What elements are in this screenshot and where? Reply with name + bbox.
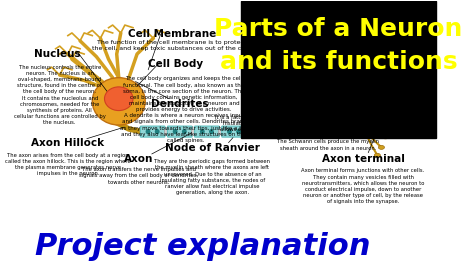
Ellipse shape xyxy=(281,129,286,134)
Text: The nucleus controls the entire
neuron. The nucleus is an
oval-shaped, membrane-: The nucleus controls the entire neuron. … xyxy=(14,65,106,125)
FancyBboxPatch shape xyxy=(273,129,277,134)
Ellipse shape xyxy=(209,129,214,134)
FancyBboxPatch shape xyxy=(330,126,355,137)
Text: A dendrite is where a neuron receives inputs
and signals from other cells. Dendr: A dendrite is where a neuron receives in… xyxy=(120,113,252,143)
Text: They are the periodic gaps formed between
the myelin sheath where the axons are : They are the periodic gaps formed betwee… xyxy=(155,159,270,195)
FancyBboxPatch shape xyxy=(219,129,223,134)
FancyBboxPatch shape xyxy=(222,126,246,137)
Text: The axon arises from the cell body at a region
called the axon hillock. This is : The axon arises from the cell body at a … xyxy=(5,153,131,176)
Ellipse shape xyxy=(383,124,389,128)
FancyBboxPatch shape xyxy=(276,126,301,137)
Text: Node of Ranvier: Node of Ranvier xyxy=(165,143,260,153)
Ellipse shape xyxy=(200,129,205,134)
Text: Cell Membrane: Cell Membrane xyxy=(128,29,216,39)
FancyBboxPatch shape xyxy=(191,129,195,134)
Ellipse shape xyxy=(263,129,268,134)
Ellipse shape xyxy=(374,106,381,110)
FancyBboxPatch shape xyxy=(164,129,168,134)
FancyBboxPatch shape xyxy=(195,126,219,137)
Ellipse shape xyxy=(345,129,349,134)
Ellipse shape xyxy=(146,129,150,134)
Text: Nucleus: Nucleus xyxy=(34,49,81,59)
FancyBboxPatch shape xyxy=(140,126,165,137)
Ellipse shape xyxy=(173,129,178,134)
Ellipse shape xyxy=(318,129,322,134)
Ellipse shape xyxy=(182,129,187,134)
Text: The function of the cell membrane is to protect
the cell, and keep toxic substan: The function of the cell membrane is to … xyxy=(92,40,251,51)
Ellipse shape xyxy=(309,129,313,134)
Text: The Schwann cells produce the myelin
sheath around the axon in a neuron.: The Schwann cells produce the myelin she… xyxy=(277,139,380,151)
Ellipse shape xyxy=(104,87,133,111)
Ellipse shape xyxy=(291,129,295,134)
Ellipse shape xyxy=(236,129,241,134)
Text: Axon Hillock: Axon Hillock xyxy=(31,138,104,148)
FancyBboxPatch shape xyxy=(246,129,250,134)
Text: Dendrites: Dendrites xyxy=(151,99,209,109)
Text: It is a fatty-protein coating, that provides a protective
insulation for the ner: It is a fatty-protein coating, that prov… xyxy=(215,114,357,138)
Ellipse shape xyxy=(227,129,232,134)
Text: Schwann cell: Schwann cell xyxy=(290,128,367,138)
Text: Axon: Axon xyxy=(125,154,154,164)
Ellipse shape xyxy=(374,153,381,157)
Ellipse shape xyxy=(155,129,160,134)
Ellipse shape xyxy=(92,78,145,125)
FancyBboxPatch shape xyxy=(167,126,192,137)
FancyBboxPatch shape xyxy=(249,126,273,137)
Text: Cell Body: Cell Body xyxy=(148,59,203,69)
FancyBboxPatch shape xyxy=(327,129,331,134)
FancyBboxPatch shape xyxy=(303,126,328,137)
Ellipse shape xyxy=(383,135,389,139)
FancyBboxPatch shape xyxy=(241,1,437,138)
Ellipse shape xyxy=(254,129,259,134)
Text: The axon transfers the nerve impulses and
signals away from the cell body or den: The axon transfers the nerve impulses an… xyxy=(80,167,199,185)
Ellipse shape xyxy=(378,146,384,149)
Text: Axon terminal forms junctions with other cells.
They contain many vesicles fille: Axon terminal forms junctions with other… xyxy=(301,168,425,205)
Text: Parts of a Neuron: Parts of a Neuron xyxy=(214,17,463,41)
Text: Axon terminal: Axon terminal xyxy=(322,154,404,164)
Text: and its functions: and its functions xyxy=(220,50,457,74)
Text: Myelin sheath: Myelin sheath xyxy=(242,101,325,111)
Text: The cell body organizes and keeps the cell
functional. The cell body, also known: The cell body organizes and keeps the ce… xyxy=(123,76,245,112)
Ellipse shape xyxy=(378,114,384,118)
Ellipse shape xyxy=(336,129,340,134)
Text: Project explanation: Project explanation xyxy=(35,231,371,260)
FancyBboxPatch shape xyxy=(300,129,304,134)
